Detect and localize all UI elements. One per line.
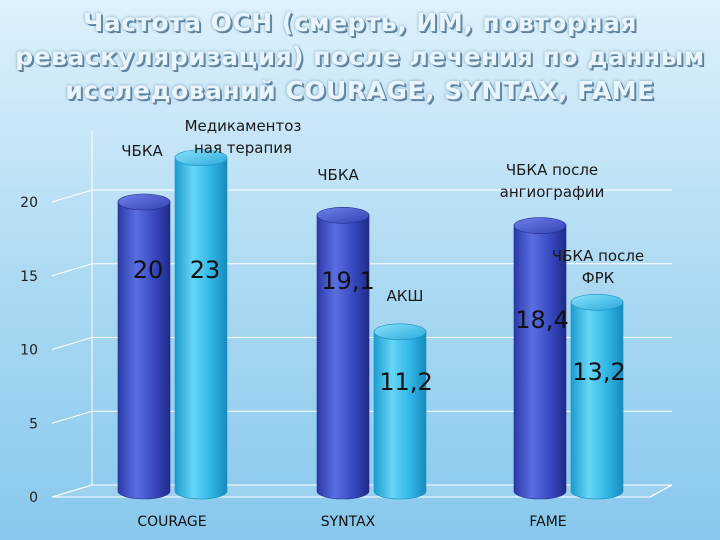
data-label-1: 20 xyxy=(133,256,164,284)
floor-right-edge xyxy=(649,484,673,498)
x-category-label: FAME xyxy=(529,514,566,530)
bar-2 xyxy=(174,157,228,500)
floor-left-edge xyxy=(51,484,93,498)
bar-4 xyxy=(373,331,427,500)
gridline xyxy=(51,189,672,203)
chart-title-line-1: Частота ОСН (смерть, ИМ, повторная xyxy=(83,8,637,37)
bar-cap-5 xyxy=(513,217,567,234)
y-axis: 0 5 10 15 20 xyxy=(20,195,38,506)
bar-6 xyxy=(570,302,624,500)
labels: 20 23 19,1 11,2 18,413,2 ЧБКА Медикаментоз ная … xyxy=(121,117,644,530)
chart-title: Частота ОСН (смерть, ИМ, повторная ревас… xyxy=(0,6,720,108)
y-tick-label: 20 xyxy=(20,195,38,211)
bar-cap-1 xyxy=(117,193,171,211)
bar-cap-4 xyxy=(373,323,427,341)
gridline xyxy=(51,263,672,277)
x-category-label: COURAGE xyxy=(137,514,206,530)
bar-3 xyxy=(316,214,370,500)
data-label-5: 18,4 xyxy=(515,306,568,334)
gridline xyxy=(51,410,672,424)
data-label-4: 11,2 xyxy=(379,368,432,396)
bar-annotation-1: ЧБКА xyxy=(121,142,163,160)
bar-annotation-6: ФРК xyxy=(582,269,615,287)
bar-annotation-4: АКШ xyxy=(387,287,424,305)
y-tick-label: 15 xyxy=(20,269,38,285)
bar-annotation-2: Медикаментоз xyxy=(185,117,302,135)
bars xyxy=(117,149,624,500)
bar-cap-2 xyxy=(174,149,228,167)
bar-annotation-3: ЧБКА xyxy=(317,166,359,184)
y-tick-label: 5 xyxy=(29,416,38,432)
bar-annotation-6: ЧБКА после xyxy=(552,247,644,265)
y-tick-label: 0 xyxy=(29,490,38,506)
chart-title-line-3: исследований COURAGE, SYNTAX, FAME xyxy=(65,76,655,105)
data-label-2: 23 xyxy=(190,256,221,284)
bar-cap-3 xyxy=(316,206,370,224)
y-tick-label: 10 xyxy=(20,343,38,359)
data-label-3: 19,1 xyxy=(321,267,374,295)
x-category-label: SYNTAX xyxy=(321,514,376,530)
bar-5 xyxy=(513,225,567,500)
gridline xyxy=(51,337,672,350)
bar-annotation-2: ная терапия xyxy=(194,139,292,157)
chart-title-line-2: реваскуляризация) после лечения по данны… xyxy=(15,42,705,71)
data-label-6: 13,2 xyxy=(572,358,625,386)
bar-1 xyxy=(117,201,171,500)
bar-cap-6 xyxy=(570,293,624,311)
bar-annotation-5: ЧБКА после xyxy=(506,161,598,179)
bar-annotation-5: ангиографии xyxy=(500,183,605,201)
